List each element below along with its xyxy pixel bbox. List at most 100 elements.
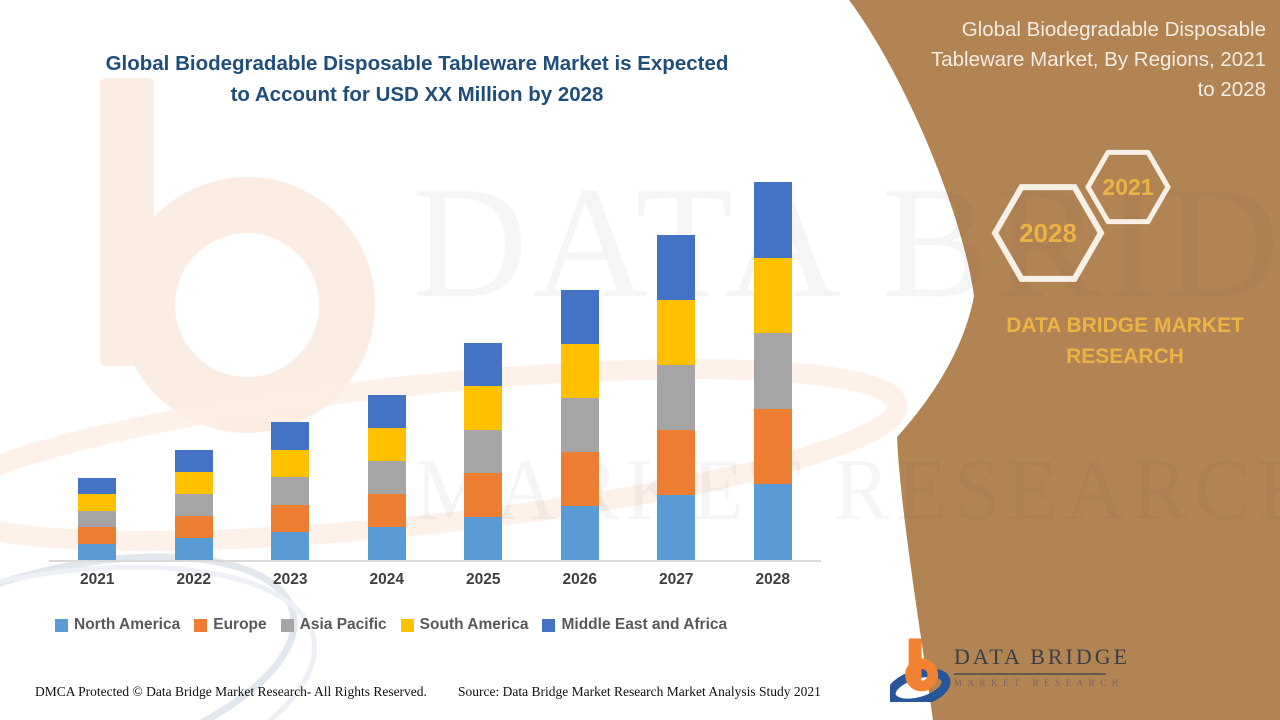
chart-legend: North America Europe Asia Pacific South Ame… (55, 616, 727, 634)
bar-slot-2023 (242, 175, 339, 560)
chart-title-line-2: to Account for USD XX Million by 2028 (230, 83, 604, 106)
legend-label-north-america: North America (74, 616, 181, 633)
legend-item-middle-east-and-africa: Middle East and Africa (542, 616, 727, 634)
bar-segment-north-america-2021 (78, 543, 117, 560)
logo-subtext: MARKET RESEARCH (954, 677, 1124, 688)
panel-title-line-3: to 2028 (1197, 78, 1266, 101)
bar-segment-asia-pacific-2023 (271, 477, 310, 505)
bar-segment-north-america-2026 (560, 506, 599, 560)
hexagon-2028 (991, 184, 1105, 282)
bar-segment-europe-2028 (753, 408, 792, 485)
legend-swatch-asia-pacific (280, 618, 294, 632)
bar-segment-asia-pacific-2022 (174, 494, 213, 516)
bar-segment-middle-east-and-africa-2022 (174, 450, 213, 472)
bar-segment-south-america-2027 (657, 300, 696, 365)
bar-segment-middle-east-and-africa-2024 (367, 395, 406, 428)
legend-label-south-america: South America (419, 616, 529, 633)
bar-segment-asia-pacific-2027 (657, 365, 696, 430)
panel-title-line-2: Tableware Market, By Regions, 2021 (930, 48, 1266, 71)
bar-slot-2021 (49, 175, 146, 560)
bar-segment-south-america-2028 (753, 257, 792, 334)
bar-segment-south-america-2023 (271, 449, 310, 478)
x-axis-label-2023: 2023 (273, 571, 308, 588)
chart-title: Global Biodegradable Disposable Tablewar… (58, 48, 776, 110)
plot-area (49, 175, 821, 562)
bar-segment-europe-2022 (174, 516, 213, 538)
bar-segment-north-america-2023 (271, 532, 310, 560)
legend-swatch-south-america (400, 618, 414, 632)
bar-segment-asia-pacific-2025 (464, 429, 503, 474)
bar-slot-2025 (435, 175, 532, 560)
legend-item-asia-pacific: Asia Pacific (280, 616, 387, 634)
bar-segment-south-america-2026 (560, 344, 599, 398)
bar-slot-2024 (339, 175, 436, 560)
data-bridge-logo-icon (890, 638, 951, 702)
bar-segment-europe-2023 (271, 504, 310, 533)
panel-title: Global Biodegradable Disposable Tablewar… (846, 15, 1266, 105)
bar-segment-middle-east-and-africa-2023 (271, 422, 310, 450)
bar-segment-middle-east-and-africa-2028 (753, 182, 792, 258)
panel-title-line-1: Global Biodegradable Disposable (961, 18, 1266, 41)
chart-title-line-1: Global Biodegradable Disposable Tablewar… (105, 52, 729, 75)
brand-name: DATA BRIDGE MARKET RESEARCH (955, 310, 1280, 372)
bar-stack-2026 (560, 290, 599, 560)
bar-slot-2028 (725, 175, 822, 560)
legend-swatch-middle-east-and-africa (542, 618, 556, 632)
brand-name-line-1: DATA BRIDGE MARKET (1006, 314, 1244, 337)
legend-item-europe: Europe (194, 616, 267, 634)
bar-stack-2022 (174, 450, 213, 560)
bar-segment-middle-east-and-africa-2021 (78, 478, 117, 495)
bar-segment-europe-2021 (78, 527, 117, 544)
bar-stack-2028 (753, 182, 792, 560)
bar-segment-north-america-2028 (753, 484, 792, 560)
dmca-notice: DMCA Protected © Data Bridge Market Rese… (35, 684, 427, 699)
bar-segment-north-america-2027 (657, 495, 696, 560)
bar-segment-north-america-2025 (464, 516, 503, 560)
bar-segment-europe-2027 (657, 430, 696, 495)
x-axis-label-2026: 2026 (562, 571, 597, 588)
logo-wordmark: DATA BRIDGE (954, 644, 1131, 669)
x-axis-label-2027: 2027 (659, 571, 694, 588)
bar-segment-asia-pacific-2021 (78, 510, 117, 528)
brand-name-line-2: RESEARCH (1066, 345, 1184, 368)
bar-slot-2027 (628, 175, 725, 560)
bar-segment-asia-pacific-2026 (560, 398, 599, 452)
x-axis-label-2025: 2025 (466, 571, 501, 588)
legend-item-north-america: North America (55, 616, 180, 634)
bar-segment-asia-pacific-2024 (367, 461, 406, 494)
bar-stack-2027 (657, 235, 696, 560)
bar-segment-europe-2025 (464, 473, 503, 517)
bar-stack-2021 (78, 478, 117, 560)
legend-label-asia-pacific: Asia Pacific (299, 616, 387, 633)
bar-segment-middle-east-and-africa-2025 (464, 343, 503, 387)
x-axis-label-2021: 2021 (80, 571, 115, 588)
legend-swatch-europe (194, 618, 208, 632)
x-axis-labels: 2021 2022 2023 2024 2025 2026 2027 2028 (49, 562, 821, 589)
data-bridge-logo: DATA BRIDGE MARKET RESEARCH (890, 634, 1220, 710)
bar-segment-middle-east-and-africa-2027 (657, 235, 696, 300)
hexagon-year-2021: 2021 (1102, 174, 1153, 200)
legend-swatch-north-america (55, 618, 68, 632)
year-hexagons: 2021 2028 (991, 149, 1171, 282)
bar-stack-2023 (271, 422, 310, 560)
stacked-bar-chart: 2021 2022 2023 2024 2025 2026 2027 2028 (49, 175, 821, 589)
bar-slot-2026 (532, 175, 629, 560)
x-axis-label-2024: 2024 (369, 571, 404, 588)
bar-slot-2022 (146, 175, 243, 560)
legend-label-europe: Europe (213, 616, 267, 633)
bar-segment-south-america-2021 (78, 494, 117, 511)
legend-item-south-america: South America (400, 616, 529, 634)
bar-segment-south-america-2022 (174, 472, 213, 494)
bar-segment-europe-2026 (560, 452, 599, 506)
bar-stack-2025 (464, 343, 503, 560)
bar-segment-middle-east-and-africa-2026 (560, 290, 599, 344)
hexagon-2021 (1085, 149, 1171, 225)
logo-divider (954, 673, 1106, 675)
bar-segment-north-america-2024 (367, 527, 406, 560)
bar-segment-south-america-2024 (367, 428, 406, 461)
bar-stack-2024 (367, 395, 406, 560)
bar-segment-europe-2024 (367, 494, 406, 527)
